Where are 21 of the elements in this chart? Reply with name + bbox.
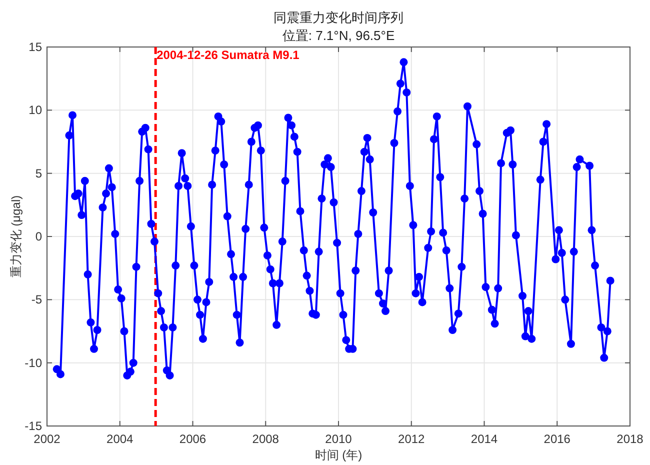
xtick: 2008 — [252, 432, 279, 446]
ytick: 5 — [35, 166, 42, 180]
xtick: 2012 — [398, 432, 425, 446]
ytick: -10 — [24, 356, 42, 370]
ytick: -5 — [31, 292, 42, 307]
ytick: 0 — [35, 230, 42, 244]
ytick: -15 — [24, 419, 42, 433]
subtitle: 位置: 7.1°N, 96.5°E — [282, 28, 395, 43]
ytick: 10 — [28, 103, 42, 118]
title: 同震重力变化时间序列 — [274, 10, 404, 25]
ylabel: 重力变化 (μgal) — [9, 195, 23, 278]
ref-label: 2004-12-26 Sumatra M9.1 — [156, 48, 300, 62]
xtick: 2002 — [34, 432, 60, 446]
ytick: 15 — [28, 40, 42, 54]
xtick: 2014 — [470, 432, 498, 446]
xtick: 2004 — [106, 432, 134, 446]
xlabel: 时间 (年) — [314, 448, 362, 462]
xtick: 2018 — [616, 432, 644, 446]
xtick: 2006 — [179, 432, 206, 446]
xtick: 2010 — [325, 432, 352, 446]
xtick: 2016 — [544, 432, 570, 446]
